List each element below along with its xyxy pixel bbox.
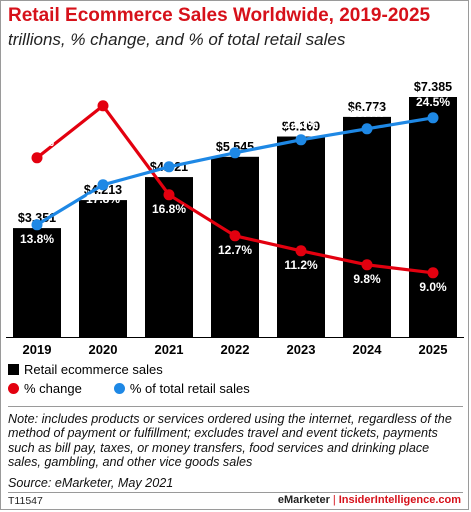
legend-bars-row: Retail ecommerce sales [8,362,163,377]
bar-2024 [343,116,391,337]
share-label-2023: 22.3% [284,117,318,131]
share-label-2025: 24.5% [416,95,450,109]
x-tick-label-2020: 2020 [89,342,118,357]
chart-source: Source: eMarketer, May 2021 [8,476,174,490]
legend-change-swatch [8,383,19,394]
change-point-2024 [361,259,373,271]
legend-change-label: % change [24,381,82,396]
brand-insider: InsiderIntelligence.com [338,494,461,506]
x-tick-label-2021: 2021 [155,342,184,357]
share-point-2022 [229,147,241,159]
footer-divider [8,492,463,493]
change-label-2019: 20.5% [20,135,54,149]
share-label-2022: 21.0% [218,130,252,144]
legend-bar-swatch [8,364,19,375]
chart-note: Note: includes products or services orde… [8,412,452,470]
bar-2019 [13,228,61,337]
x-tick-label-2024: 2024 [353,342,383,357]
change-label-2022: 12.7% [218,243,252,257]
bar-value-label-2024: $6.773 [348,100,386,114]
share-point-2023 [295,134,307,146]
bar-value-label-2025: $7.385 [414,80,452,94]
change-point-2025 [427,267,439,279]
share-point-2021 [163,161,175,173]
bar-value-label-2023: $6.169 [282,120,320,134]
share-label-2019: 13.8% [20,232,54,246]
change-label-2020: 25.7% [86,83,120,97]
change-label-2023: 11.2% [284,258,318,272]
change-point-2023 [295,245,307,257]
change-point-2020 [97,100,109,112]
change-label-2025: 9.0% [419,280,447,294]
share-point-2019 [31,219,43,231]
combo-chart: $3.351$4.213$4.921$5.545$6.169$6.773$7.3… [6,80,464,357]
x-tick-label-2022: 2022 [221,342,250,357]
share-point-2024 [361,123,373,135]
x-tick-label-2019: 2019 [23,342,52,357]
share-point-2020 [97,179,109,191]
note-divider [8,406,463,407]
legend-lines-row: % change % of total retail sales [8,381,282,396]
bar-2020 [79,200,127,337]
x-tick-label-2023: 2023 [287,342,316,357]
bar-2025 [409,97,457,337]
bar-2023 [277,136,325,337]
legend-change-item: % change [8,381,82,396]
brand-credit: eMarketer | InsiderIntelligence.com [278,494,461,506]
change-point-2019 [31,152,43,164]
legend-share-swatch [113,383,125,394]
x-tick-label-2025: 2025 [419,342,448,357]
share-label-2024: 23.4% [350,106,384,120]
chart-id: T11547 [8,495,43,507]
share-label-2020: 17.8% [86,192,120,206]
bar-2022 [211,156,259,337]
chart-title: Retail Ecommerce Sales Worldwide, 2019-2… [8,5,431,26]
brand-separator: | [332,494,336,506]
change-label-2021: 16.8% [152,202,186,216]
change-point-2021 [163,189,175,201]
legend-share-item: % of total retail sales [113,381,250,396]
bar-value-label-2019: $3.351 [18,211,56,225]
share-label-2021: 19.6% [152,144,186,158]
change-label-2024: 9.8% [353,272,381,286]
chart-subtitle: trillions, % change, and % of total reta… [8,30,346,49]
change-point-2022 [229,230,241,242]
brand-emarketer: eMarketer [277,494,330,506]
legend-share-label: % of total retail sales [129,381,250,396]
legend-bars-label: Retail ecommerce sales [24,362,163,377]
share-point-2025 [427,112,439,124]
